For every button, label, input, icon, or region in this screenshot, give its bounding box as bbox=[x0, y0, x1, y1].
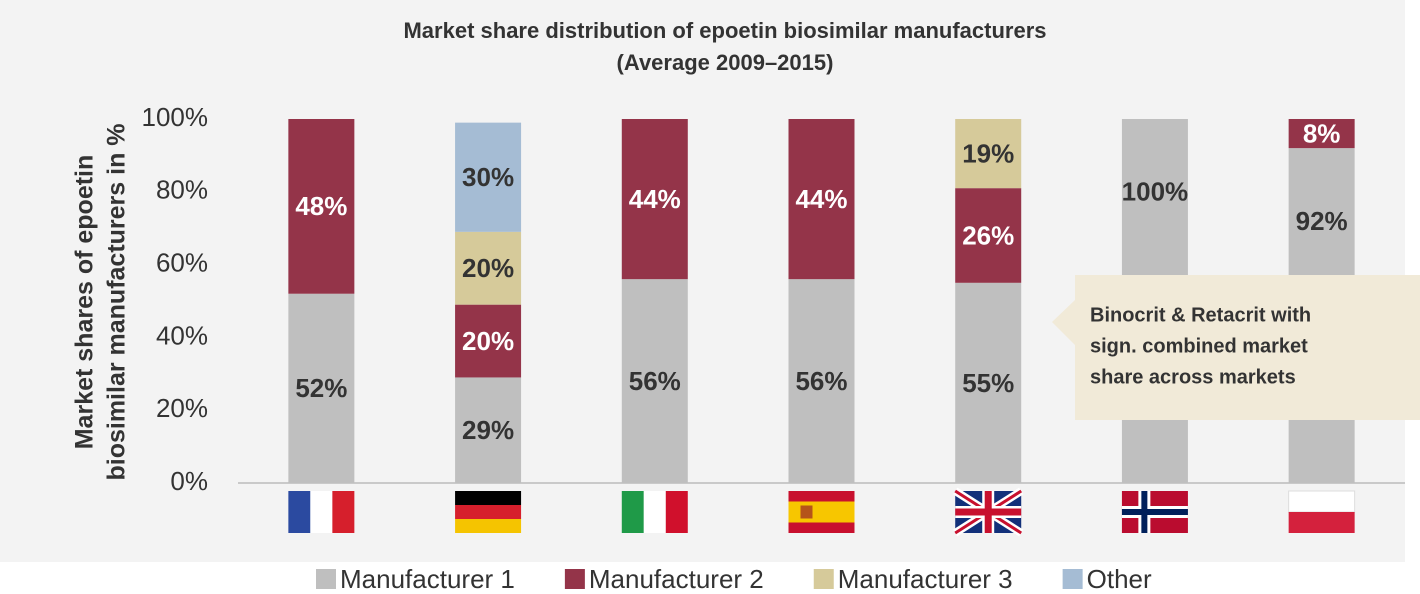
annotation-text: Binocrit & Retacrit with bbox=[1090, 304, 1311, 326]
data-label: 55% bbox=[962, 368, 1014, 398]
y-tick-label: 80% bbox=[156, 175, 208, 205]
y-tick-label: 20% bbox=[156, 393, 208, 423]
data-label: 8% bbox=[1303, 118, 1341, 148]
flag-stripe bbox=[665, 491, 688, 533]
flag bbox=[621, 491, 688, 533]
annotation-callout: Binocrit & Retacrit with sign. combined m… bbox=[1052, 275, 1420, 420]
bar-segment bbox=[955, 119, 1022, 189]
flag-stripe bbox=[621, 491, 644, 533]
legend-label: Manufacturer 1 bbox=[340, 564, 515, 594]
annotation-text: share across markets bbox=[1090, 366, 1296, 388]
flag-stripe bbox=[643, 491, 666, 533]
data-label: 100% bbox=[1122, 177, 1189, 207]
flag bbox=[953, 487, 1024, 537]
flag-stripe bbox=[332, 491, 355, 533]
bar-segment bbox=[788, 279, 855, 483]
flag bbox=[455, 491, 522, 533]
data-label: 29% bbox=[462, 415, 514, 445]
data-label: 52% bbox=[295, 373, 347, 403]
chart-title: Market share distribution of epoetin bio… bbox=[403, 18, 1046, 43]
data-label: 44% bbox=[795, 184, 847, 214]
bar-segment bbox=[1288, 119, 1355, 149]
flag-emblem bbox=[800, 505, 813, 519]
data-label: 26% bbox=[962, 220, 1014, 250]
flag bbox=[288, 491, 355, 533]
y-tick-label: 60% bbox=[156, 247, 208, 277]
data-label: 19% bbox=[962, 138, 1014, 168]
bar-segment bbox=[288, 293, 355, 483]
chart-subtitle: (Average 2009–2015) bbox=[617, 50, 834, 75]
y-axis-title: Market shares of epoetin biosimilar manu… bbox=[71, 123, 131, 480]
flag-stripe bbox=[455, 505, 522, 519]
flag bbox=[788, 491, 855, 533]
data-label: 48% bbox=[295, 191, 347, 221]
bar-segment bbox=[621, 279, 688, 483]
bar-segment bbox=[455, 231, 522, 305]
flag-stripe bbox=[288, 491, 311, 533]
data-label: 30% bbox=[462, 162, 514, 192]
bar-segment bbox=[621, 119, 688, 280]
flag bbox=[1121, 491, 1188, 533]
y-axis-title-line: Market shares of epoetin bbox=[71, 155, 99, 450]
flag-stripe bbox=[788, 501, 855, 523]
legend-swatch bbox=[813, 569, 834, 589]
data-label: 92% bbox=[1296, 206, 1348, 236]
legend-swatch bbox=[1062, 569, 1083, 589]
data-label: 56% bbox=[629, 366, 681, 396]
bar-segment bbox=[455, 377, 522, 483]
bar-segment bbox=[455, 304, 522, 378]
callout-box bbox=[1052, 275, 1420, 420]
legend-label: Other bbox=[1087, 564, 1152, 594]
flag-cross bbox=[1121, 491, 1188, 533]
bar-segment bbox=[955, 188, 1022, 283]
bar-segment bbox=[955, 282, 1022, 483]
data-label: 56% bbox=[795, 366, 847, 396]
y-tick-label: 40% bbox=[156, 320, 208, 350]
flag bbox=[1288, 490, 1356, 533]
flag-stripe bbox=[1288, 512, 1355, 533]
legend-label: Manufacturer 2 bbox=[589, 564, 764, 594]
y-tick-label: 0% bbox=[170, 466, 208, 496]
flag-cross bbox=[955, 491, 1022, 533]
legend-swatch bbox=[316, 569, 336, 589]
bar-segment bbox=[455, 122, 522, 232]
annotation-text: sign. combined market bbox=[1090, 335, 1308, 357]
data-label: 20% bbox=[462, 326, 514, 356]
data-label: 20% bbox=[462, 253, 514, 283]
flag-stripe bbox=[310, 491, 333, 533]
legend-swatch bbox=[564, 569, 585, 589]
y-axis-title-line: biosimilar manufacturers in % bbox=[103, 123, 131, 480]
flag-stripe bbox=[455, 491, 522, 505]
data-label: 44% bbox=[629, 184, 681, 214]
flag-stripe bbox=[1288, 490, 1356, 513]
flag-stripe bbox=[455, 519, 522, 533]
bar-segment bbox=[788, 119, 855, 280]
legend-label: Manufacturer 3 bbox=[838, 564, 1013, 594]
y-tick-label: 100% bbox=[142, 102, 209, 132]
bar-segment bbox=[288, 119, 355, 294]
